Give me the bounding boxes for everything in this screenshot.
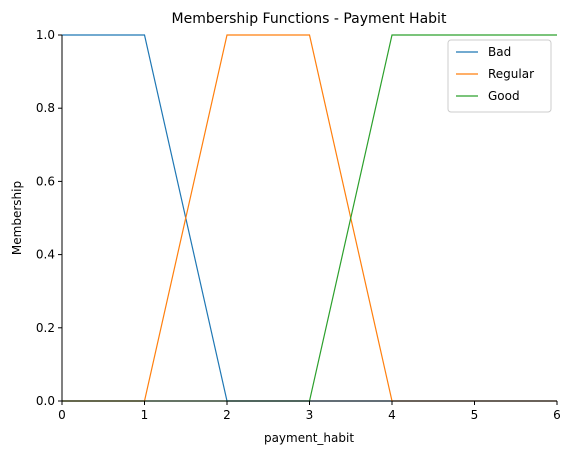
- chart-title: Membership Functions - Payment Habit: [172, 11, 447, 27]
- legend: Bad Regular Good: [447, 39, 552, 113]
- x-tick-label: 4: [388, 408, 396, 422]
- x-axis-ticks: 0 1 2 3 4 5 6: [58, 401, 561, 422]
- legend-box: [447, 39, 552, 113]
- x-tick-label: 5: [471, 408, 479, 422]
- y-tick-label: 0.0: [36, 394, 55, 408]
- legend-label-bad: Bad: [488, 45, 511, 59]
- x-tick-label: 3: [306, 408, 314, 422]
- x-tick-label: 0: [58, 408, 66, 422]
- y-tick-label: 1.0: [36, 28, 55, 42]
- y-tick-label: 0.4: [36, 248, 55, 262]
- y-axis-title: Membership: [10, 181, 24, 255]
- y-tick-label: 0.6: [36, 174, 55, 188]
- x-axis-title: payment_habit: [264, 431, 354, 445]
- x-tick-label: 1: [141, 408, 149, 422]
- legend-label-good: Good: [488, 89, 520, 103]
- y-tick-label: 0.8: [36, 101, 55, 115]
- legend-label-regular: Regular: [488, 67, 534, 81]
- x-tick-label: 6: [553, 408, 561, 422]
- y-tick-label: 0.2: [36, 321, 55, 335]
- y-axis-ticks: 0.0 0.2 0.4 0.6 0.8 1.0: [36, 28, 62, 408]
- x-tick-label: 2: [223, 408, 231, 422]
